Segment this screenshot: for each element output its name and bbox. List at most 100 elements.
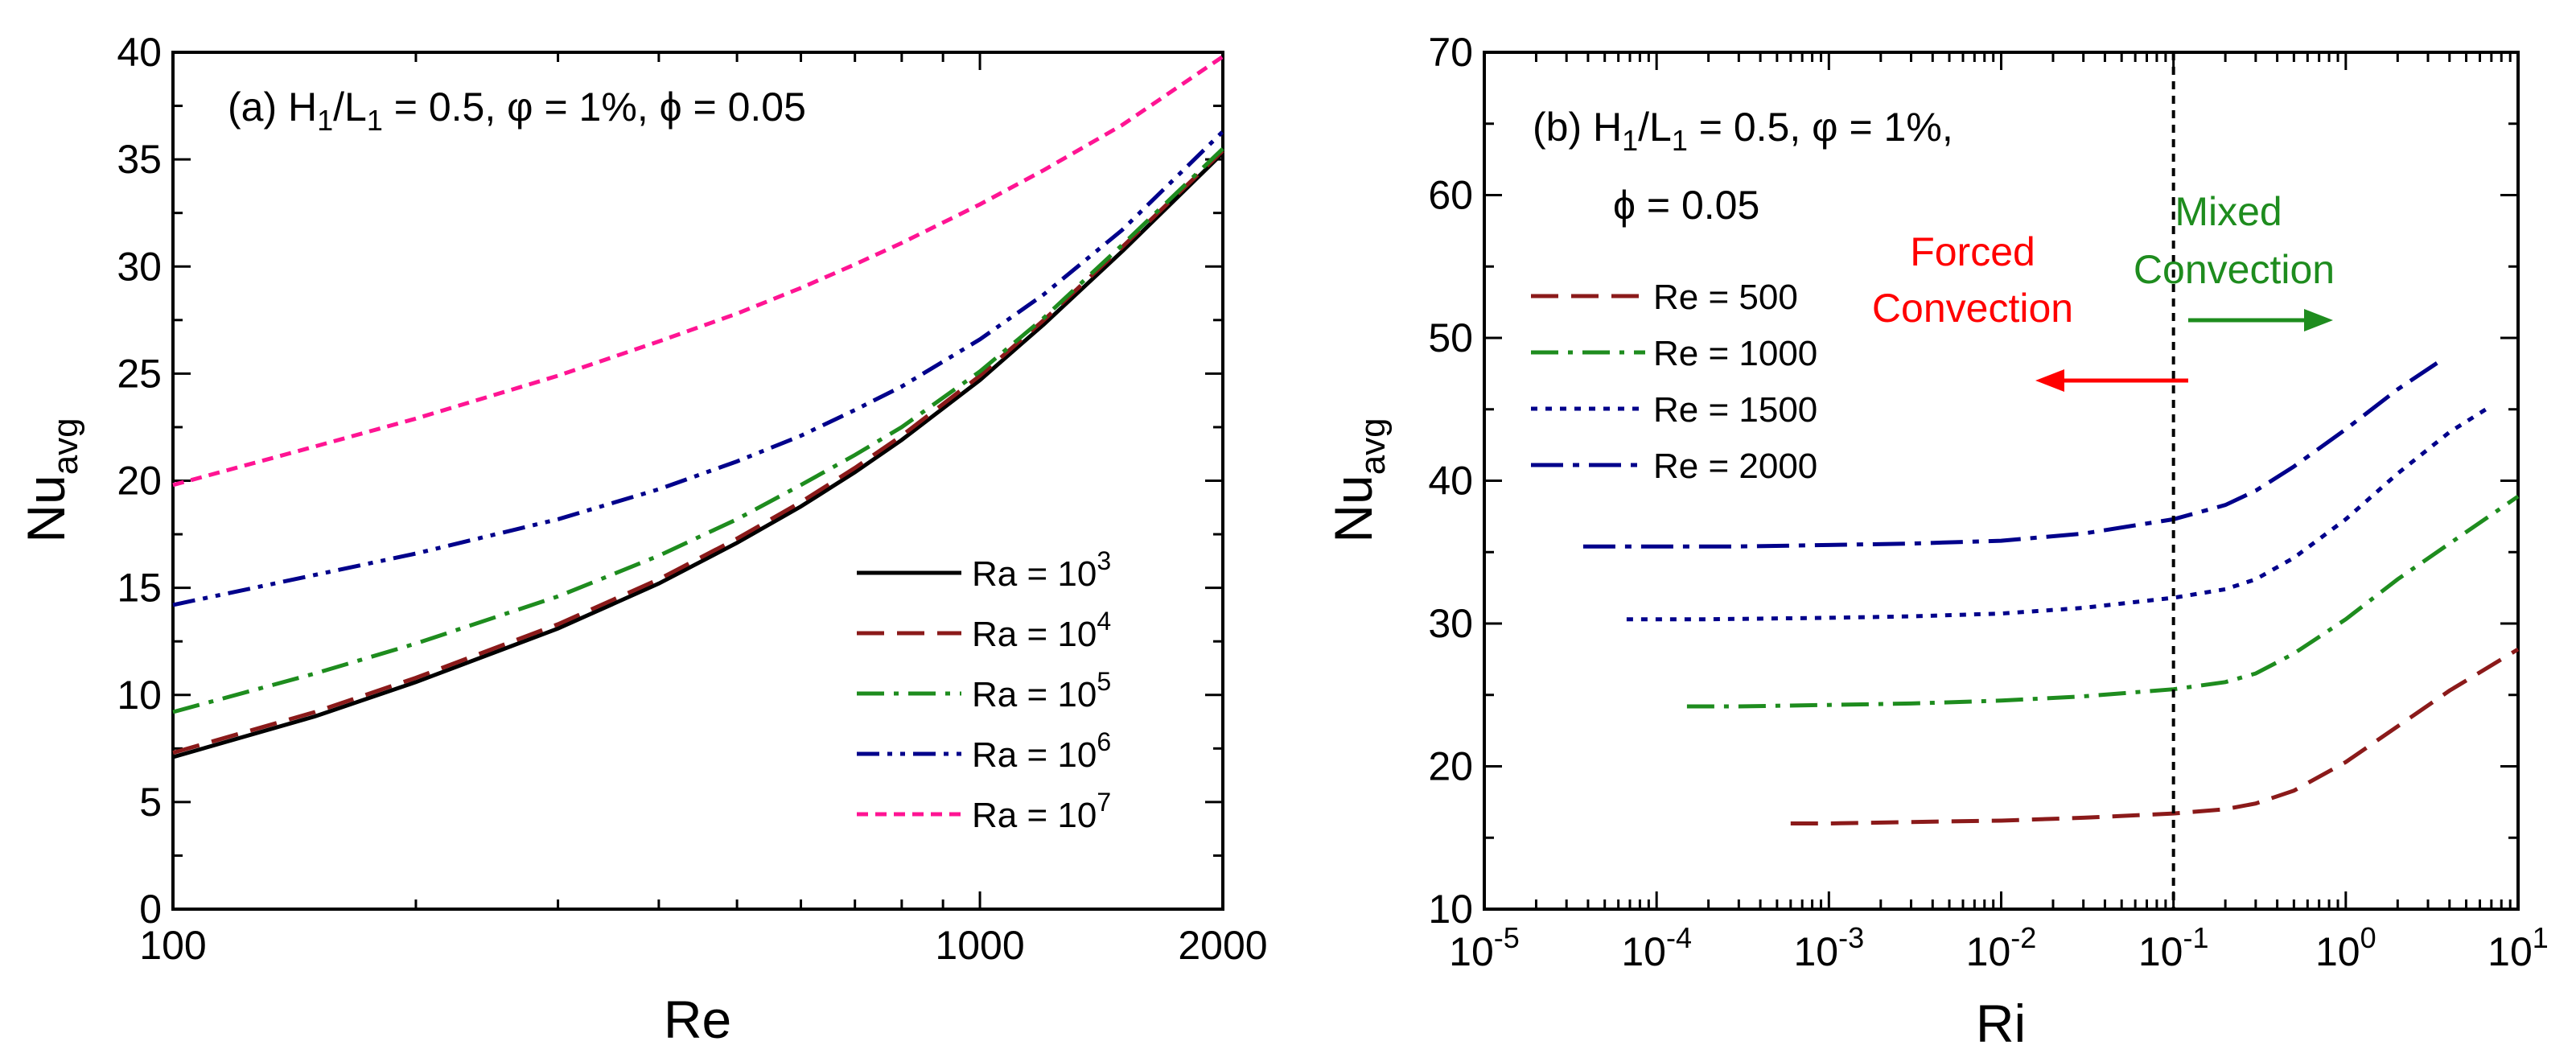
panel-a-annot-suffix: = 0.5, φ = 1%, ϕ = 0.05 (383, 84, 806, 130)
panel-a-y-tick-labels: 0 5 10 15 20 25 30 35 40 (117, 30, 162, 932)
panel-a-legend-label-base: Ra = 10 (972, 735, 1097, 775)
forced-convection-label-1: Forced (1910, 229, 2035, 274)
panel-b-x-axis-title: Ri (1976, 994, 2026, 1053)
panel-b-ticks (1483, 51, 2520, 911)
forced-arrow-head (2035, 369, 2064, 392)
panel-a-y-tick-label: 35 (117, 137, 162, 182)
panel-a-annotation: (a) H1/L1 = 0.5, φ = 1%, ϕ = 0.05 (228, 84, 806, 137)
panel-b-y-tick-label: 60 (1428, 173, 1473, 218)
panel-a-y-tick-label: 25 (117, 351, 162, 396)
panel-a-legend-label-exp: 6 (1097, 727, 1111, 756)
panel-b-series-line-3 (1626, 405, 2490, 622)
panel-b-x-tick-exp: 1 (2533, 921, 2549, 954)
panel-b-x-tick-base: 10 (1794, 929, 1839, 974)
panel-a-ticks (171, 51, 1224, 911)
panel-a-y-title-sub: avg (46, 418, 85, 475)
panel-a-y-title-main: Nu (16, 475, 76, 542)
panel-b-annot-mid: /L (1638, 105, 1672, 150)
panel-b-x-tick-label: 10-2 (1966, 921, 2037, 974)
panel-a-series-line-1 (172, 151, 1224, 759)
panel-b-x-tick-exp: -3 (1838, 921, 1864, 954)
panel-b-annot-prefix: (b) H (1533, 105, 1622, 150)
panel-a-series-line-4 (172, 130, 1224, 607)
panel-a-annot-sub1: 1 (317, 104, 333, 137)
panel-a-x-tick-labels: 100 1000 2000 (139, 923, 1267, 968)
panel-b-y-title-sub: avg (1353, 418, 1393, 475)
panel-b-x-tick-base: 10 (2488, 929, 2533, 974)
panel-b-y-tick-label: 70 (1428, 30, 1473, 75)
panel-b-x-tick-label: 101 (2488, 921, 2549, 974)
panel-a-x-tick-label: 100 (139, 923, 206, 968)
panel-a-legend-label: Ra = 103 (972, 546, 1111, 594)
panel-a-series (172, 55, 1224, 759)
panel-a-x-tick-label: 1000 (935, 923, 1024, 968)
panel-b-x-tick-labels: 10-5 10-4 10-3 10-2 10-1 100 101 (1449, 921, 2549, 974)
panel-b-legend-label: Re = 1500 (1653, 390, 1817, 430)
panel-b-y-tick-label: 40 (1428, 459, 1473, 504)
panel-a-legend-label-base: Ra = 10 (972, 796, 1097, 835)
panel-a-legend-label-base: Ra = 10 (972, 675, 1097, 714)
panel-a-x-axis-title: Re (664, 990, 731, 1049)
panel-b-annot-sub2: 1 (1672, 124, 1688, 157)
mixed-arrow (2188, 309, 2333, 331)
panel-b-x-tick-exp: -1 (2183, 921, 2208, 954)
panel-a-series-line-5 (172, 55, 1224, 488)
panel-a-y-tick-label: 20 (117, 459, 162, 504)
panel-b-y-tick-label: 20 (1428, 744, 1473, 789)
panel-b-series (1582, 356, 2520, 825)
panel-a-y-tick-label: 10 (117, 673, 162, 718)
panel-b-annotation-line2: ϕ = 0.05 (1613, 183, 1759, 228)
panel-a-legend-label: Ra = 107 (972, 788, 1111, 835)
panel-a-annot-sub2: 1 (367, 104, 383, 137)
panel-b-x-tick-exp: -2 (2010, 921, 2036, 954)
panel-a-legend-label-base: Ra = 10 (972, 554, 1097, 594)
panel-b-x-tick-exp: -5 (1494, 921, 1520, 954)
panel-b-y-tick-label: 50 (1428, 315, 1473, 360)
panel-a-y-axis-title: Nuavg (16, 418, 85, 542)
mixed-arrow-head (2304, 309, 2333, 331)
panel-b-x-tick-base: 10 (2315, 929, 2360, 974)
panel-b-y-axis-title: Nuavg (1323, 418, 1393, 542)
panel-b-x-tick-base: 10 (2138, 929, 2183, 974)
panel-a-x-tick-label: 2000 (1178, 923, 1267, 968)
panel-b-series-line-1 (1790, 647, 2520, 825)
panel-a-legend-label-exp: 3 (1097, 546, 1111, 575)
panel-b-y-tick-label: 10 (1428, 887, 1473, 932)
panel-b-annot-suffix: = 0.5, φ = 1%, (1688, 105, 1953, 150)
panel-a-y-tick-label: 5 (139, 780, 162, 825)
panel-a-frame (171, 51, 1224, 911)
panel-a-legend-label-exp: 7 (1097, 788, 1111, 817)
panel-b-series-line-4 (1582, 356, 2446, 549)
panel-a-legend-label-base: Ra = 10 (972, 615, 1097, 654)
panel-b-y-tick-labels: 10 20 30 40 50 60 70 (1428, 30, 1473, 932)
panel-b-x-tick-label: 100 (2315, 921, 2376, 974)
panel-b-series-line-2 (1686, 494, 2520, 709)
panel-a-annot-prefix: (a) H (228, 84, 317, 130)
forced-arrow (2035, 369, 2188, 392)
panel-b-x-tick-label: 10-4 (1621, 921, 1692, 974)
forced-convection-label-2: Convection (1872, 286, 2073, 331)
panel-a-annot-mid: /L (333, 84, 367, 130)
panel-b-legend-label: Re = 500 (1653, 278, 1798, 317)
panel-b-annot-sub1: 1 (1622, 124, 1638, 157)
panel-a-legend-label: Ra = 104 (972, 607, 1111, 654)
panel-b-x-tick-label: 10-1 (2138, 921, 2209, 974)
panel-b-x-tick-label: 10-5 (1449, 921, 1520, 974)
panel-b-annotation-line1: (b) H1/L1 = 0.5, φ = 1%, (1533, 105, 1953, 157)
panel-b-frame (1483, 51, 2520, 911)
panel-a-legend-label-exp: 4 (1097, 607, 1111, 636)
panel-a-legend-label-exp: 5 (1097, 667, 1111, 696)
panel-b-legend-label: Re = 1000 (1653, 334, 1817, 373)
panel-b-x-tick-base: 10 (1966, 929, 2011, 974)
panel-b-y-title-main: Nu (1323, 475, 1383, 542)
panel-b-x-tick-base: 10 (1449, 929, 1494, 974)
mixed-convection-label-2: Convection (2134, 247, 2335, 292)
panel-a-y-tick-label: 0 (139, 887, 162, 932)
panel-b-y-tick-label: 30 (1428, 601, 1473, 646)
panel-b-x-tick-exp: 0 (2360, 921, 2376, 954)
panel-a-y-tick-label: 15 (117, 566, 162, 611)
